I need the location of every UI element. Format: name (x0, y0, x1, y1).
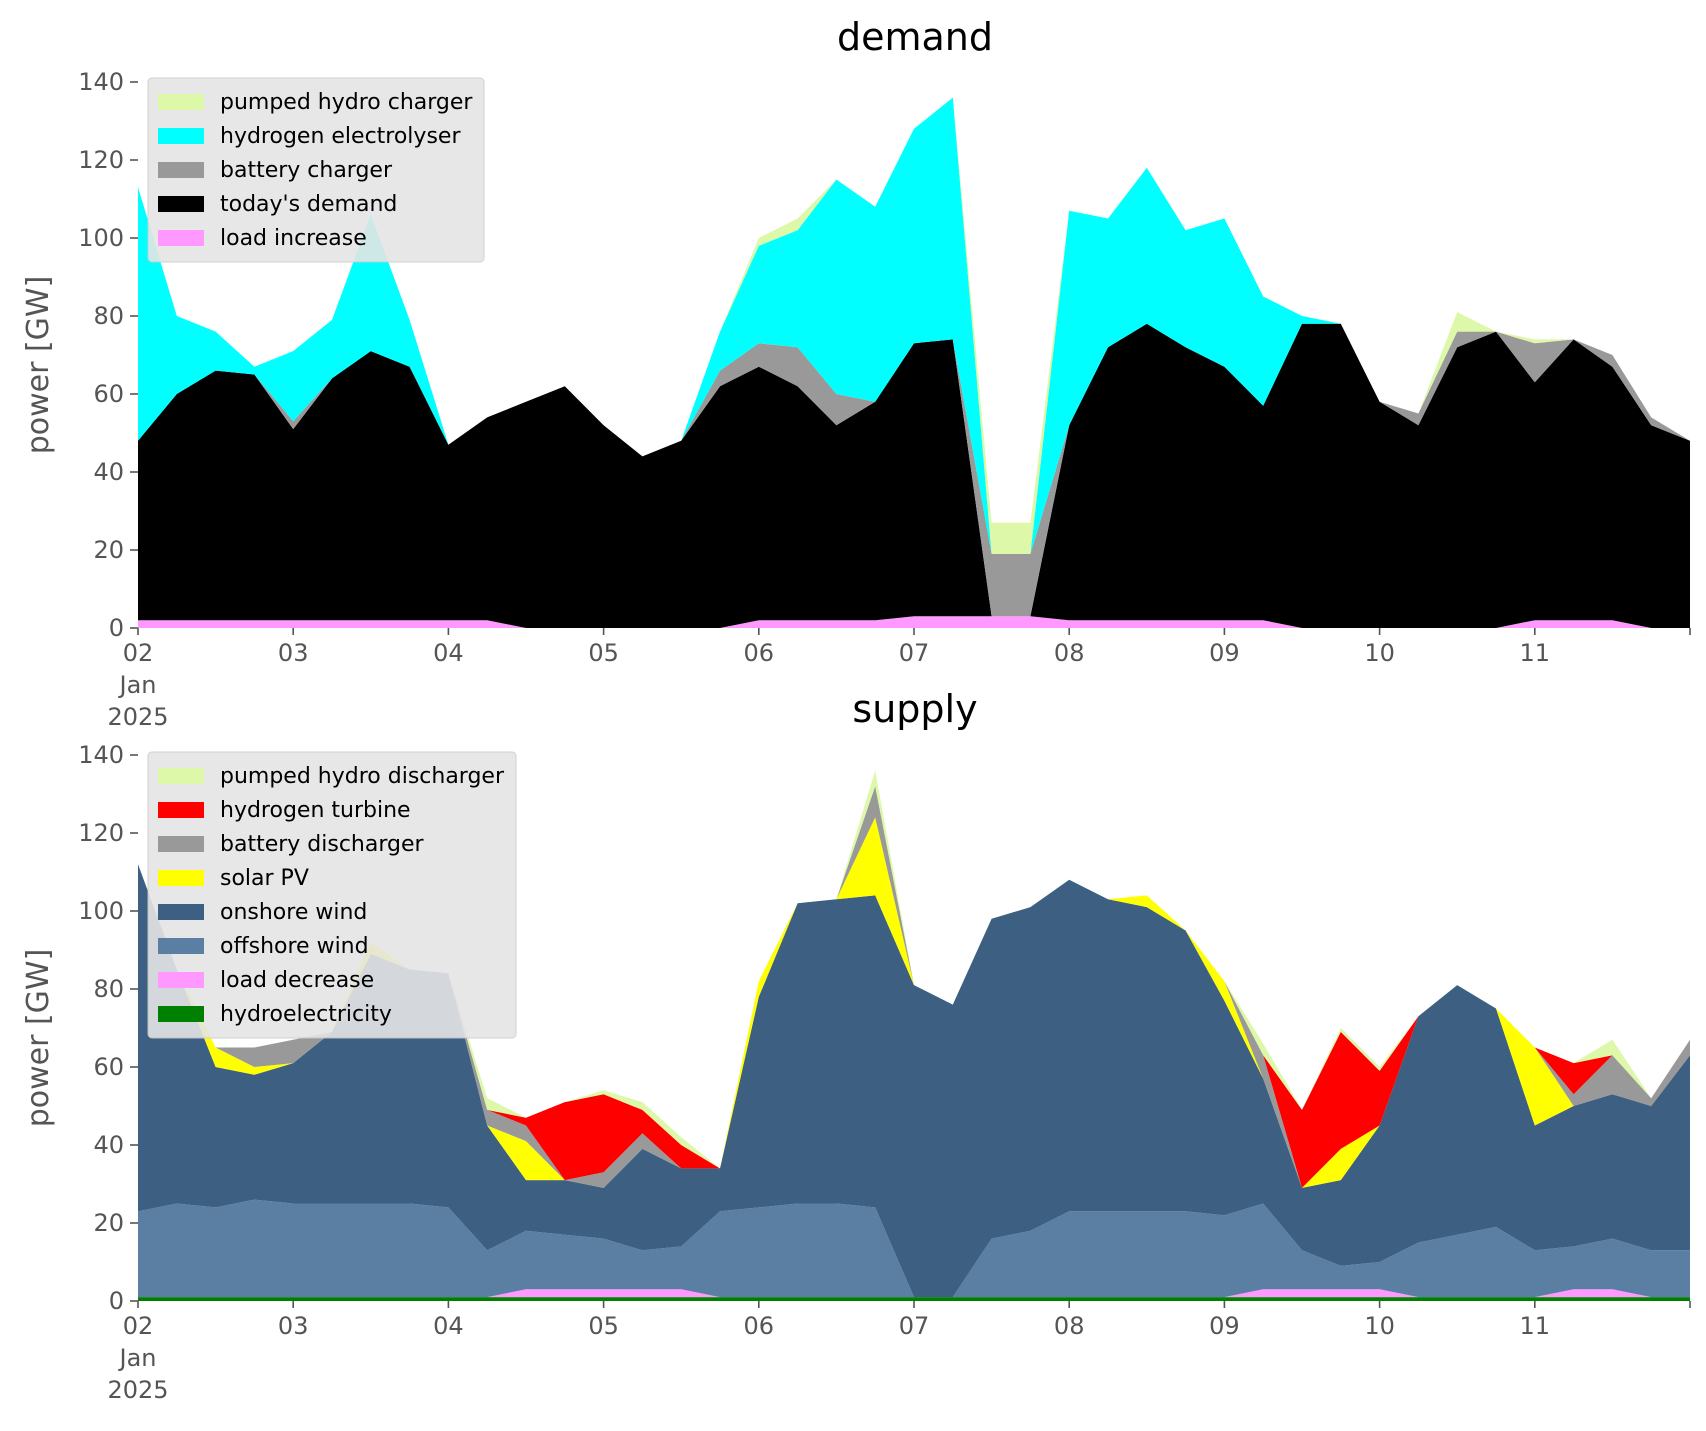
legend-label: hydrogen turbine (220, 798, 411, 823)
y-tick-label: 0 (109, 614, 124, 642)
x-tick-label: 08 (1054, 1312, 1085, 1340)
y-tick-label: 80 (93, 302, 124, 330)
legend-label: pumped hydro charger (220, 90, 473, 115)
x-tick-label: 04 (433, 639, 464, 667)
x-tick-label: 02 (123, 639, 154, 667)
legend: pumped hydro charger hydrogen electrolyse… (147, 77, 485, 263)
chart-title: demand (837, 15, 993, 59)
y-tick-label: 40 (93, 458, 124, 486)
area-offshore-wind (138, 1199, 1690, 1298)
legend-box (147, 751, 517, 1039)
x-tick-label: 04 (433, 1312, 464, 1340)
legend-swatch (158, 938, 204, 954)
x-tick-label: 05 (588, 639, 619, 667)
legend-label: load increase (220, 226, 367, 251)
area-battery-charger (138, 323, 1690, 617)
legend-swatch (158, 1006, 204, 1022)
x-tick-label: 06 (744, 639, 775, 667)
legend-label: battery charger (220, 158, 393, 183)
legend-swatch (158, 162, 204, 178)
y-tick-label: 100 (78, 224, 124, 252)
x-tick-sublabel: Jan (118, 1344, 157, 1372)
legend-label: offshore wind (220, 934, 369, 959)
area-today-s-demand (138, 323, 1690, 628)
x-tick-label: 10 (1364, 1312, 1395, 1340)
x-ticks: 02 03 04 05 06 07 08 09 10 11 Jan 2025 (107, 628, 1691, 731)
legend-swatch (158, 230, 204, 246)
legend-label: pumped hydro discharger (220, 764, 505, 789)
x-tick-label: 06 (744, 1312, 775, 1340)
legend-label: onshore wind (220, 900, 367, 925)
y-tick-label: 20 (93, 1209, 124, 1237)
x-tick-label: 02 (123, 1312, 154, 1340)
y-ticks: 0 20 40 60 80 100 120 140 (78, 741, 138, 1315)
y-tick-label: 20 (93, 536, 124, 564)
y-axis-label: power [GW] (21, 276, 56, 455)
y-axis-label: power [GW] (21, 949, 56, 1128)
legend: pumped hydro discharger hydrogen turbine b… (147, 751, 517, 1039)
y-tick-label: 120 (78, 146, 124, 174)
x-tick-label: 03 (278, 639, 309, 667)
chart-title: supply (852, 687, 977, 731)
legend-label: hydrogen electrolyser (220, 124, 461, 149)
legend-box (147, 77, 485, 263)
y-tick-label: 140 (78, 68, 124, 96)
x-tick-label: 05 (588, 1312, 619, 1340)
x-ticks: 02 03 04 05 06 07 08 09 10 11 Jan 2025 (107, 1301, 1691, 1404)
area-onshore-wind (138, 864, 1690, 1298)
area-hydroelectricity (138, 1297, 1690, 1301)
legend-swatch (158, 128, 204, 144)
legend-swatch (158, 196, 204, 212)
legend-label: solar PV (220, 866, 309, 891)
area-load-increase (138, 616, 1690, 628)
x-tick-label: 03 (278, 1312, 309, 1340)
legend-swatch (158, 768, 204, 784)
x-tick-label: 11 (1520, 639, 1551, 667)
area-series-group (138, 770, 1690, 1301)
x-tick-label: 08 (1054, 639, 1085, 667)
x-tick-label: 09 (1209, 1312, 1240, 1340)
y-tick-label: 60 (93, 1053, 124, 1081)
legend-swatch (158, 802, 204, 818)
legend-swatch (158, 870, 204, 886)
area-load-decrease (138, 1289, 1690, 1298)
legend-label: load decrease (220, 968, 374, 993)
y-tick-label: 40 (93, 1131, 124, 1159)
x-tick-label: 10 (1364, 639, 1395, 667)
x-tick-sublabel: Jan (118, 671, 157, 699)
x-tick-sublabel: 2025 (107, 703, 168, 731)
y-tick-label: 100 (78, 897, 124, 925)
area-series-group (138, 97, 1690, 628)
y-ticks: 0 20 40 60 80 100 120 140 (78, 68, 138, 642)
x-tick-label: 07 (899, 1312, 930, 1340)
x-tick-label: 07 (899, 639, 930, 667)
x-tick-label: 11 (1520, 1312, 1551, 1340)
legend-swatch (158, 94, 204, 110)
legend-swatch (158, 972, 204, 988)
area-hydrogen-electrolyser (138, 97, 1690, 554)
legend-swatch (158, 904, 204, 920)
x-tick-label: 09 (1209, 639, 1240, 667)
y-tick-label: 120 (78, 819, 124, 847)
y-tick-label: 80 (93, 975, 124, 1003)
legend-swatch (158, 836, 204, 852)
legend-label: hydroelectricity (220, 1002, 392, 1027)
y-tick-label: 60 (93, 380, 124, 408)
y-tick-label: 0 (109, 1287, 124, 1315)
y-tick-label: 140 (78, 741, 124, 769)
legend-label: today's demand (220, 192, 397, 217)
legend-label: battery discharger (220, 832, 425, 857)
x-tick-sublabel: 2025 (107, 1376, 168, 1404)
